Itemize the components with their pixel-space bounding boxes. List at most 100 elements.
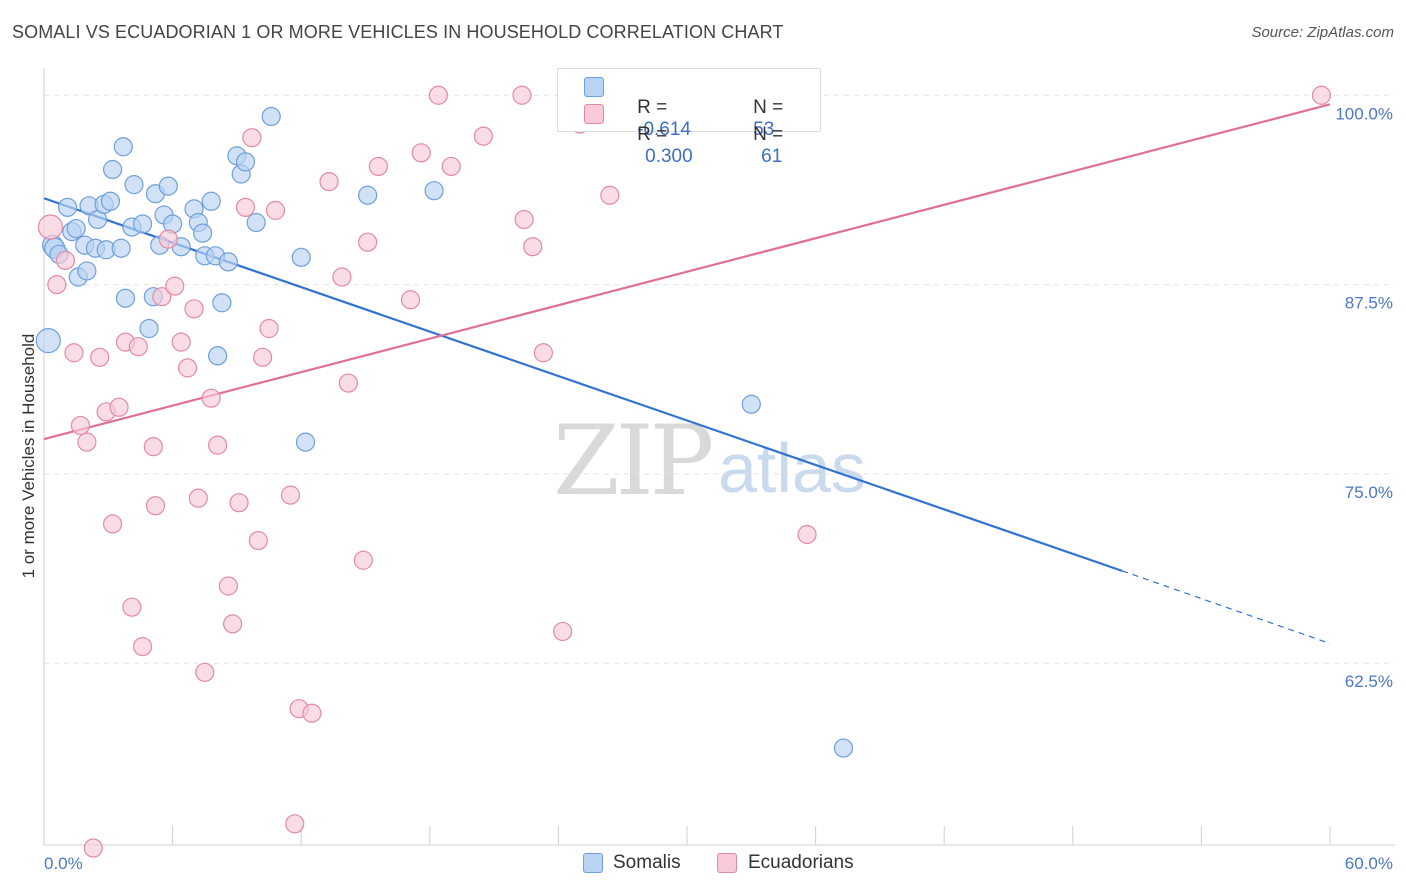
- y-tick-label: 75.0%: [1345, 483, 1393, 502]
- point-ecuadorian: [441, 156, 461, 177]
- point-ecuadorian: [235, 197, 256, 217]
- point-ecuadorian: [218, 576, 238, 596]
- y-tick-label: 87.5%: [1345, 294, 1393, 313]
- point-ecuadorian: [400, 290, 421, 310]
- point-ecuadorian: [797, 524, 817, 545]
- y-tick-label: 100.0%: [1335, 104, 1393, 123]
- point-somali: [193, 223, 213, 243]
- legend-somali-n: 53: [753, 119, 775, 140]
- bottom-legend-ecuadorian: Ecuadorians: [748, 852, 854, 873]
- bottom-legend-swatch-somali: [583, 853, 603, 873]
- point-ecuadorian: [188, 488, 208, 508]
- point-ecuadorian: [265, 200, 286, 220]
- point-ecuadorian: [64, 343, 84, 363]
- point-ecuadorian: [195, 662, 215, 682]
- point-somali: [741, 394, 761, 414]
- point-ecuadorian: [319, 171, 339, 192]
- point-ecuadorian: [229, 493, 249, 513]
- point-ecuadorian: [280, 485, 301, 505]
- bottom-legend-somali: Somalis: [613, 852, 681, 873]
- point-ecuadorian: [368, 156, 388, 177]
- point-ecuadorian: [473, 126, 493, 146]
- point-somali: [66, 218, 86, 239]
- point-ecuadorian: [358, 232, 378, 252]
- legend-n-ecuadorian: N = 61: [732, 102, 783, 167]
- point-somali: [291, 247, 311, 267]
- point-somali: [358, 185, 378, 205]
- point-ecuadorian: [171, 332, 191, 352]
- point-somali: [833, 738, 854, 758]
- bottom-legend-swatch-ecuadorian: [717, 853, 737, 873]
- point-ecuadorian: [37, 214, 64, 240]
- point-somali: [57, 197, 78, 217]
- legend-r-label: R =: [637, 97, 668, 118]
- point-somali: [35, 328, 61, 354]
- data-points: [35, 85, 1332, 858]
- legend-row-ecuadorian: R = 0.300: [616, 102, 693, 167]
- legend-r-label: R =: [637, 124, 668, 145]
- point-ecuadorian: [55, 250, 76, 270]
- trend-lines: [43, 103, 1331, 645]
- point-ecuadorian: [512, 85, 532, 105]
- point-ecuadorian: [353, 550, 373, 570]
- watermark-zip: ZIP: [553, 405, 714, 517]
- point-ecuadorian: [600, 185, 620, 205]
- point-somali: [246, 212, 266, 233]
- point-ecuadorian: [533, 343, 553, 363]
- point-ecuadorian: [338, 373, 358, 393]
- point-somali: [295, 432, 316, 452]
- point-somali: [113, 137, 133, 157]
- point-somali: [261, 106, 281, 127]
- point-somali: [132, 214, 153, 234]
- point-ecuadorian: [514, 209, 534, 230]
- legend-ecuadorian-n: 61: [761, 146, 783, 167]
- x-tick-label: 0.0%: [44, 854, 83, 873]
- point-ecuadorian: [411, 143, 431, 163]
- point-somali: [218, 252, 238, 272]
- point-ecuadorian: [122, 597, 142, 617]
- point-ecuadorian: [178, 358, 198, 378]
- point-somali: [201, 191, 221, 211]
- point-ecuadorian: [158, 229, 178, 249]
- point-ecuadorian: [332, 267, 352, 287]
- point-ecuadorian: [83, 838, 103, 858]
- legend-row-somali: R = -0.614: [616, 75, 691, 140]
- watermark-atlas: atlas: [718, 429, 866, 507]
- tick-labels: 100.0% 87.5% 75.0% 62.5% 0.0% 60.0%: [44, 104, 1393, 873]
- point-ecuadorian: [70, 415, 91, 436]
- legend-swatch-somali: [584, 77, 604, 97]
- point-ecuadorian: [253, 347, 273, 367]
- point-ecuadorian: [259, 318, 279, 339]
- legend: R = -0.614 N = 53 R = 0.300 N = 61: [557, 68, 821, 167]
- point-ecuadorian: [128, 337, 148, 357]
- point-somali: [77, 261, 97, 281]
- point-somali: [158, 176, 178, 196]
- legend-ecuadorian-r: 0.300: [645, 146, 693, 167]
- y-axis-label: 1 or more Vehicles in Household: [19, 334, 38, 579]
- legend-n-label: N =: [753, 97, 784, 118]
- point-ecuadorian: [90, 347, 110, 367]
- y-tick-label: 62.5%: [1345, 672, 1393, 691]
- point-somali: [208, 346, 228, 366]
- point-ecuadorian: [77, 432, 97, 452]
- point-ecuadorian: [47, 274, 67, 295]
- source-label: Source: ZipAtlas.com: [1251, 24, 1394, 41]
- point-somali: [100, 191, 121, 211]
- axes: [43, 68, 1395, 846]
- chart-title: SOMALI VS ECUADORIAN 1 OR MORE VEHICLES …: [12, 22, 784, 42]
- legend-somali-r: -0.614: [637, 119, 691, 140]
- point-ecuadorian: [285, 814, 305, 834]
- point-ecuadorian: [102, 514, 123, 534]
- point-ecuadorian: [302, 703, 322, 723]
- legend-n-somali: N = 53: [732, 75, 783, 140]
- legend-swatch-ecuadorian: [584, 104, 604, 124]
- point-ecuadorian: [132, 636, 153, 657]
- point-ecuadorian: [145, 496, 166, 516]
- point-ecuadorian: [1311, 85, 1332, 105]
- point-somali: [115, 288, 136, 308]
- point-ecuadorian: [165, 276, 185, 296]
- point-ecuadorian: [143, 437, 163, 457]
- point-ecuadorian: [553, 621, 573, 642]
- point-somali: [212, 293, 232, 313]
- point-ecuadorian: [242, 128, 262, 148]
